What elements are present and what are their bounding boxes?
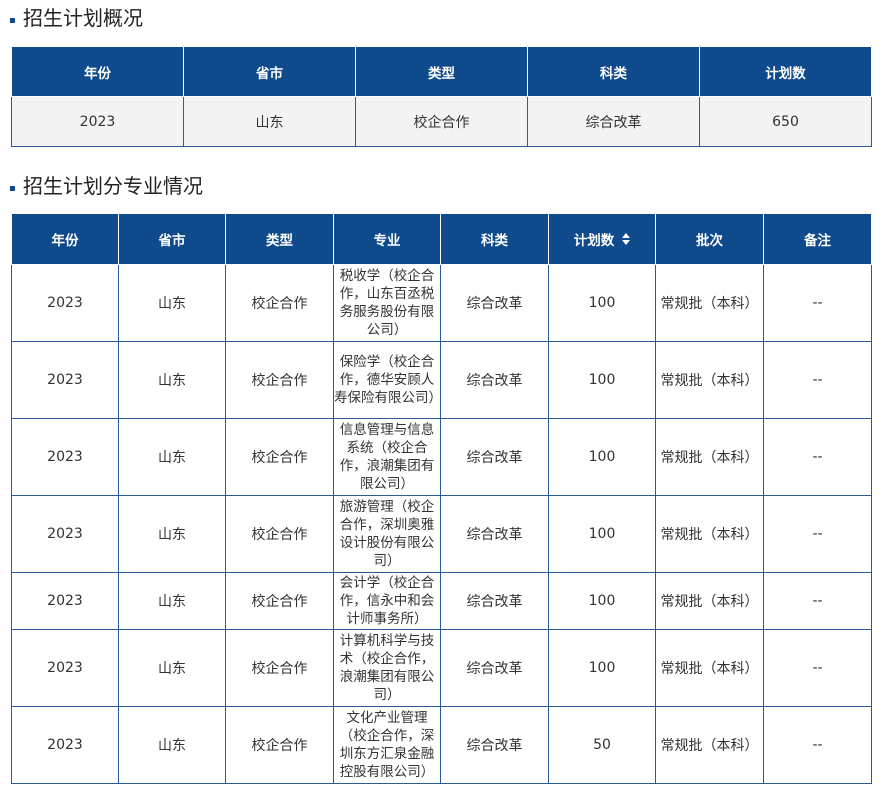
majors-cell-type: 校企合作 — [225, 706, 334, 784]
majors-cell-plan-count: 100 — [548, 572, 656, 630]
majors-header-plan-count[interactable]: 计划数 — [548, 213, 656, 265]
overview-header-plan-count: 计划数 — [699, 46, 872, 97]
section-bullet-icon — [10, 17, 15, 23]
majors-cell-batch: 常规批（本科） — [655, 418, 764, 496]
table-row: 2023 山东 校企合作 旅游管理（校企合作，深圳奥雅设计股份有限公司） 综合改革 100… — [11, 495, 872, 573]
table-row: 2023 山东 校企合作 文化产业管理（校企合作，深圳东方汇泉金融控股有限公司） 综合改… — [11, 706, 872, 784]
majors-cell-batch: 常规批（本科） — [655, 706, 764, 784]
majors-cell-remarks: -- — [763, 629, 872, 707]
majors-cell-type: 校企合作 — [225, 572, 334, 630]
majors-cell-remarks: -- — [763, 264, 872, 342]
overview-title-text: 招生计划概况 — [23, 6, 143, 30]
majors-cell-major: 信息管理与信息系统（校企合作，浪潮集团有限公司） — [333, 418, 441, 496]
overview-header-category: 科类 — [527, 46, 700, 97]
overview-header-row: 年份 省市 类型 科类 计划数 — [11, 46, 872, 97]
table-row: 2023 山东 校企合作 综合改革 650 — [11, 96, 872, 147]
majors-cell-type: 校企合作 — [225, 629, 334, 707]
table-row: 2023 山东 校企合作 会计学（校企合作，信永中和会计师事务所） 综合改革 100 常规批… — [11, 572, 872, 630]
majors-cell-year: 2023 — [11, 572, 119, 630]
majors-cell-year: 2023 — [11, 264, 119, 342]
plan-count-header-label: 计划数 — [573, 233, 615, 249]
majors-cell-batch: 常规批（本科） — [655, 572, 764, 630]
majors-cell-plan-count: 50 — [548, 706, 656, 784]
majors-table: 年份 省市 类型 专业 科类 计划数 批次 备注 2023 山东 校企合 — [11, 213, 872, 784]
majors-cell-remarks: -- — [763, 418, 872, 496]
majors-cell-major: 会计学（校企合作，信永中和会计师事务所） — [333, 572, 441, 630]
majors-cell-batch: 常规批（本科） — [655, 495, 764, 573]
overview-table: 年份 省市 类型 科类 计划数 2023 山东 校企合作 综合改革 650 — [11, 46, 872, 147]
majors-cell-major: 文化产业管理（校企合作，深圳东方汇泉金融控股有限公司） — [333, 706, 441, 784]
majors-header-province: 省市 — [118, 213, 226, 265]
majors-section-title: 招生计划分专业情况 — [10, 172, 203, 200]
majors-cell-type: 校企合作 — [225, 341, 334, 419]
table-row: 2023 山东 校企合作 税收学（校企合作，山东百丞税务服务股份有限公司） 综合改革 10… — [11, 264, 872, 342]
section-bullet-icon — [10, 185, 15, 191]
majors-cell-batch: 常规批（本科） — [655, 264, 764, 342]
majors-cell-plan-count: 100 — [548, 629, 656, 707]
majors-cell-major: 计算机科学与技术（校企合作，浪潮集团有限公司） — [333, 629, 441, 707]
majors-header-major: 专业 — [333, 213, 441, 265]
majors-cell-category: 综合改革 — [440, 418, 549, 496]
table-row: 2023 山东 校企合作 计算机科学与技术（校企合作，浪潮集团有限公司） 综合改革 100… — [11, 629, 872, 707]
majors-cell-province: 山东 — [118, 572, 226, 630]
majors-cell-province: 山东 — [118, 495, 226, 573]
majors-cell-province: 山东 — [118, 629, 226, 707]
sort-icon[interactable] — [622, 233, 631, 245]
majors-cell-remarks: -- — [763, 706, 872, 784]
table-row: 2023 山东 校企合作 信息管理与信息系统（校企合作，浪潮集团有限公司） 综合改革 10… — [11, 418, 872, 496]
majors-cell-province: 山东 — [118, 418, 226, 496]
majors-cell-province: 山东 — [118, 341, 226, 419]
majors-header-remarks: 备注 — [763, 213, 872, 265]
majors-cell-type: 校企合作 — [225, 264, 334, 342]
majors-cell-plan-count: 100 — [548, 495, 656, 573]
overview-header-type: 类型 — [355, 46, 528, 97]
majors-title-text: 招生计划分专业情况 — [23, 174, 203, 198]
majors-cell-batch: 常规批（本科） — [655, 341, 764, 419]
majors-cell-type: 校企合作 — [225, 495, 334, 573]
overview-header-year: 年份 — [11, 46, 184, 97]
majors-cell-year: 2023 — [11, 495, 119, 573]
majors-cell-batch: 常规批（本科） — [655, 629, 764, 707]
majors-cell-year: 2023 — [11, 706, 119, 784]
majors-table-body: 2023 山东 校企合作 税收学（校企合作，山东百丞税务服务股份有限公司） 综合改革 10… — [11, 264, 872, 784]
overview-cell-province: 山东 — [183, 96, 356, 147]
majors-cell-plan-count: 100 — [548, 341, 656, 419]
majors-cell-year: 2023 — [11, 629, 119, 707]
overview-header-province: 省市 — [183, 46, 356, 97]
majors-cell-major: 税收学（校企合作，山东百丞税务服务股份有限公司） — [333, 264, 441, 342]
overview-cell-year: 2023 — [11, 96, 184, 147]
overview-cell-type: 校企合作 — [355, 96, 528, 147]
overview-cell-category: 综合改革 — [527, 96, 700, 147]
majors-header-batch: 批次 — [655, 213, 764, 265]
majors-header-type: 类型 — [225, 213, 334, 265]
majors-cell-type: 校企合作 — [225, 418, 334, 496]
majors-cell-category: 综合改革 — [440, 341, 549, 419]
majors-cell-category: 综合改革 — [440, 706, 549, 784]
majors-cell-province: 山东 — [118, 264, 226, 342]
majors-header-row: 年份 省市 类型 专业 科类 计划数 批次 备注 — [11, 213, 872, 265]
majors-cell-plan-count: 100 — [548, 264, 656, 342]
majors-cell-major: 旅游管理（校企合作，深圳奥雅设计股份有限公司） — [333, 495, 441, 573]
majors-cell-category: 综合改革 — [440, 495, 549, 573]
majors-cell-remarks: -- — [763, 341, 872, 419]
majors-header-year: 年份 — [11, 213, 119, 265]
majors-cell-category: 综合改革 — [440, 572, 549, 630]
majors-cell-plan-count: 100 — [548, 418, 656, 496]
majors-cell-remarks: -- — [763, 572, 872, 630]
majors-cell-year: 2023 — [11, 418, 119, 496]
majors-cell-remarks: -- — [763, 495, 872, 573]
majors-cell-category: 综合改革 — [440, 264, 549, 342]
overview-section-title: 招生计划概况 — [10, 4, 143, 32]
majors-cell-year: 2023 — [11, 341, 119, 419]
table-row: 2023 山东 校企合作 保险学（校企合作，德华安顾人寿保险有限公司） 综合改革 100 常… — [11, 341, 872, 419]
majors-header-category: 科类 — [440, 213, 549, 265]
majors-cell-province: 山东 — [118, 706, 226, 784]
overview-cell-plan-count: 650 — [699, 96, 872, 147]
majors-cell-category: 综合改革 — [440, 629, 549, 707]
majors-cell-major: 保险学（校企合作，德华安顾人寿保险有限公司） — [333, 341, 442, 419]
